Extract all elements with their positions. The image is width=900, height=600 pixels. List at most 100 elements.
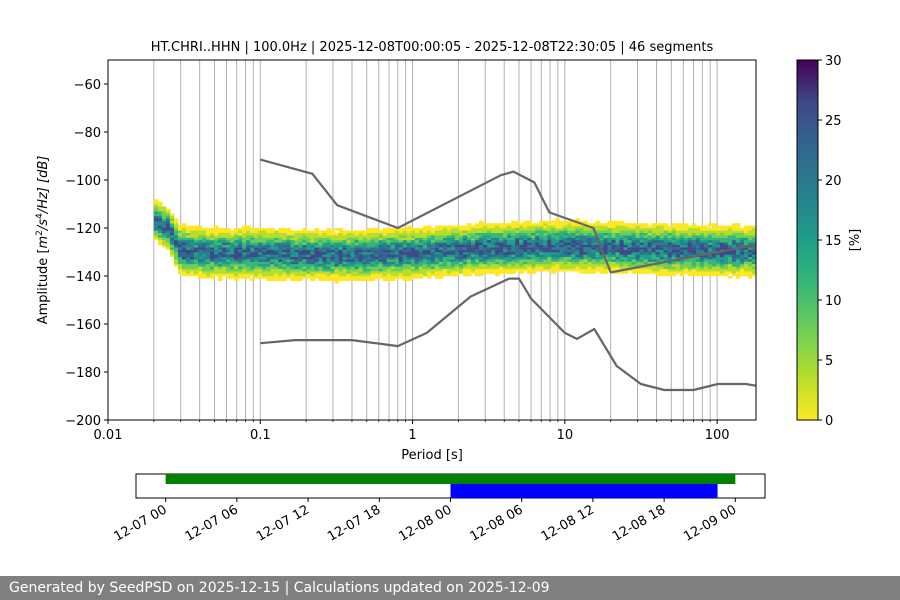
density-cell [314,252,320,255]
density-cell [430,256,436,260]
density-cell [334,247,340,250]
density-cell [474,271,480,274]
density-cell [491,261,496,265]
density-cell [491,254,496,257]
density-cell [466,249,472,253]
density-cell [539,220,544,224]
density-cell [683,252,689,255]
density-cell [683,271,689,274]
density-cell [559,254,564,257]
density-cell [214,232,219,236]
density-cell [470,252,476,255]
density-cell [607,232,613,236]
density-cell [479,259,484,262]
density-cell [306,268,312,272]
density-cell [735,228,741,231]
density-cell [350,244,356,248]
density-cell [679,252,685,255]
density-cell [583,256,588,260]
density-cell [575,237,580,241]
density-cell [294,242,299,245]
density-cell [282,235,287,238]
density-cell [234,254,239,257]
density-cell [234,276,239,279]
density-cell [181,240,187,243]
density-cell [747,254,753,257]
density-cell [667,232,673,236]
density-cell [583,244,588,248]
density-cell [623,232,629,236]
density-cell [206,242,211,245]
density-cell [382,256,388,260]
density-cell [583,261,588,265]
density-cell [438,266,444,269]
density-cell [539,223,544,226]
density-cell [330,240,336,243]
density-cell [695,247,701,250]
density-cell [535,225,540,229]
density-cell [551,223,556,226]
density-cell [442,244,448,248]
density-cell [346,237,352,241]
density-cell [422,261,428,265]
density-cell [414,249,420,253]
density-cell [326,268,332,272]
density-cell [551,247,556,250]
density-cell [495,235,500,238]
density-cell [727,237,733,241]
density-cell [675,244,681,248]
density-cell [390,228,396,231]
density-cell [699,232,705,236]
density-cell [410,273,416,277]
density-cell [197,252,203,255]
density-cell [667,252,673,255]
density-cell [454,259,460,262]
density-cell [222,247,227,250]
density-cell [374,230,380,233]
density-cell [278,228,283,231]
density-cell [266,230,271,233]
density-cell [422,259,428,262]
density-cell [575,228,580,231]
density-cell [575,232,580,236]
density-cell [326,259,332,262]
density-cell [599,252,605,255]
density-cell [434,261,440,265]
density-cell [487,244,492,248]
density-cell [607,254,613,257]
density-cell [282,247,287,250]
density-cell [623,228,629,231]
density-cell [177,261,183,265]
density-cell [591,252,597,255]
density-cell [202,235,207,238]
density-cell [374,228,380,231]
density-cell [278,254,283,257]
density-cell [747,249,753,253]
density-cell [735,266,741,269]
density-cell [747,273,753,277]
density-cell [735,225,741,229]
density-cell [479,242,484,245]
density-cell [611,240,617,243]
density-cell [663,232,669,236]
density-cell [266,259,271,262]
density-cell [161,230,167,233]
density-cell [193,273,199,277]
density-cell [559,256,564,260]
density-cell [751,242,756,245]
density-cell [173,259,179,262]
density-cell [262,247,267,250]
density-cell [719,266,725,269]
density-cell [262,235,267,238]
density-cell [362,240,368,243]
density-cell [675,230,681,233]
density-cell [503,240,508,243]
density-cell [466,252,472,255]
density-cell [398,264,404,267]
density-cell [173,230,179,233]
density-cell [226,230,231,233]
density-cell [242,232,247,236]
density-cell [515,230,520,233]
density-cell [382,271,388,274]
density-cell [294,240,299,243]
